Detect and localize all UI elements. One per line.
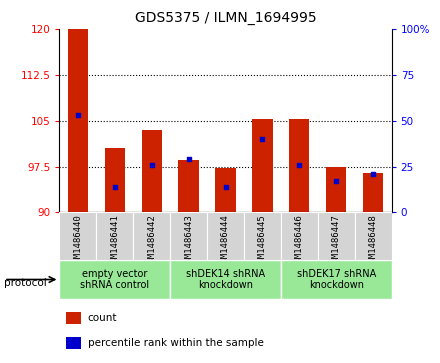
Text: GSM1486443: GSM1486443 — [184, 214, 193, 268]
Bar — [96, 212, 133, 260]
Text: GSM1486447: GSM1486447 — [332, 214, 341, 268]
Text: GSM1486440: GSM1486440 — [73, 214, 82, 268]
Bar — [142, 130, 162, 212]
Title: GDS5375 / ILMN_1694995: GDS5375 / ILMN_1694995 — [135, 11, 316, 25]
Bar — [355, 212, 392, 260]
Bar — [68, 29, 88, 212]
Point — [111, 184, 118, 189]
Bar — [105, 148, 125, 212]
Bar — [289, 119, 309, 212]
Bar — [244, 212, 281, 260]
Bar — [66, 312, 81, 325]
Bar — [363, 173, 383, 212]
Bar — [170, 212, 207, 260]
Text: count: count — [88, 313, 117, 323]
Text: protocol: protocol — [4, 278, 47, 288]
Bar — [59, 212, 96, 260]
Bar — [252, 119, 272, 212]
Text: GSM1486442: GSM1486442 — [147, 214, 156, 268]
Bar — [170, 260, 281, 299]
Text: GSM1486444: GSM1486444 — [221, 214, 230, 268]
Text: shDEK17 shRNA
knockdown: shDEK17 shRNA knockdown — [297, 269, 376, 290]
Text: shDEK14 shRNA
knockdown: shDEK14 shRNA knockdown — [186, 269, 265, 290]
Bar — [207, 212, 244, 260]
Point — [370, 171, 377, 177]
Bar — [66, 337, 81, 349]
Point — [148, 162, 155, 168]
Point — [185, 156, 192, 162]
Text: GSM1486445: GSM1486445 — [258, 214, 267, 268]
Point — [74, 112, 81, 118]
Bar — [281, 212, 318, 260]
Text: GSM1486446: GSM1486446 — [295, 214, 304, 268]
Text: empty vector
shRNA control: empty vector shRNA control — [80, 269, 149, 290]
Bar — [59, 260, 170, 299]
Text: percentile rank within the sample: percentile rank within the sample — [88, 338, 264, 348]
Bar — [133, 212, 170, 260]
Point — [222, 184, 229, 189]
Point — [259, 136, 266, 142]
Bar — [215, 168, 236, 212]
Bar — [179, 160, 199, 212]
Bar — [318, 212, 355, 260]
Text: GSM1486441: GSM1486441 — [110, 214, 119, 268]
Point — [333, 178, 340, 184]
Text: GSM1486448: GSM1486448 — [369, 214, 378, 268]
Bar — [281, 260, 392, 299]
Point — [296, 162, 303, 168]
Bar — [326, 167, 346, 212]
